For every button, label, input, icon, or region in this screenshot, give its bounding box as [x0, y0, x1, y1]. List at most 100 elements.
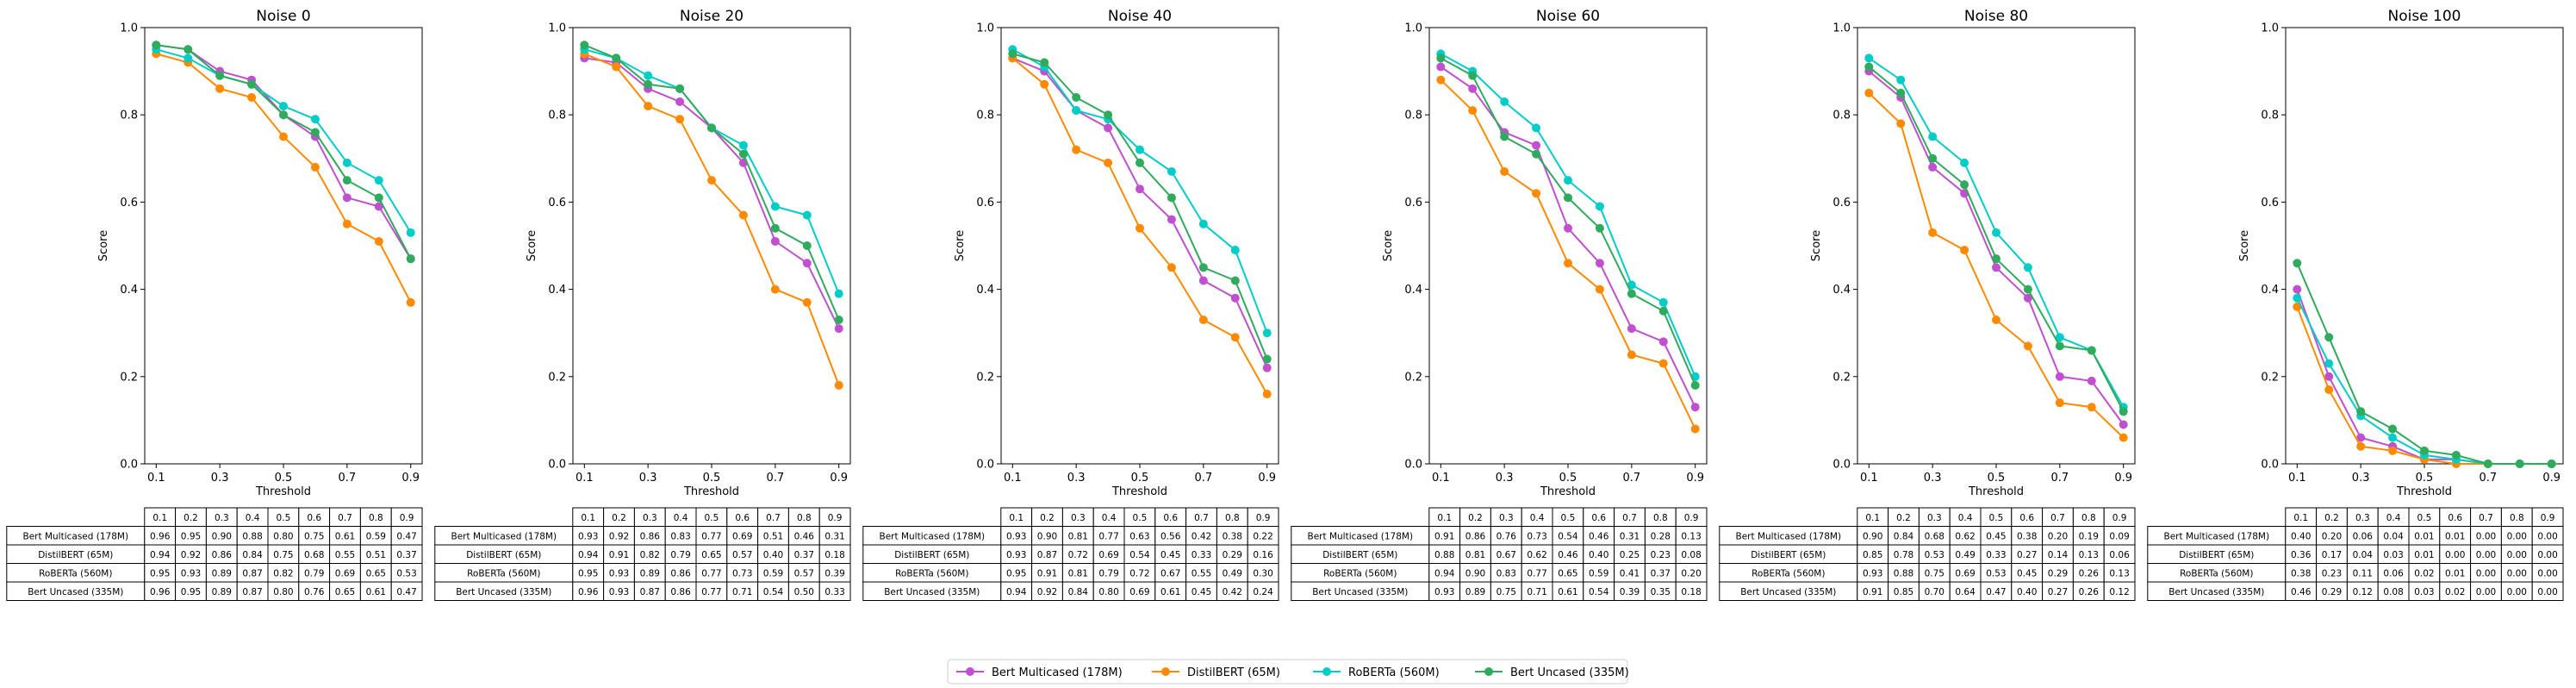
- y-tick-label: 0.2: [1832, 371, 1851, 384]
- table-cell: [1675, 581, 1708, 601]
- data-table: 0.1 0.2 0.3 0.4 0.5 0.6 0.7 0.8 0.9 Bert Multicas…: [6, 507, 423, 601]
- table-cell-value: 0.77: [701, 531, 721, 541]
- table-header-label: 0.8: [1653, 513, 1668, 523]
- data-point-bert-uncased-335m: [1072, 92, 1081, 102]
- x-tick-label: 0.1: [147, 472, 165, 485]
- table-cell-value: 0.38: [2291, 568, 2311, 579]
- table-cell-value: 0.46: [794, 531, 815, 541]
- x-tick-label: 0.7: [1195, 472, 1213, 485]
- table-header-label: 0.7: [1622, 513, 1637, 523]
- table-cell-value: 0.83: [1496, 568, 1516, 579]
- table-cell-value: 0.76: [1496, 531, 1517, 541]
- data-point-bert-multicased-178m: [342, 193, 352, 203]
- x-tick-label: 0.7: [2480, 472, 2498, 485]
- table-cell-value: 0.87: [242, 568, 262, 579]
- data-point-roberta-560m: [2388, 433, 2398, 442]
- data-point-bert-multicased-178m: [2293, 285, 2302, 294]
- y-tick-label: 0.0: [120, 459, 138, 472]
- table-cell-value: 0.93: [609, 568, 629, 579]
- data-point-bert-uncased-335m: [1040, 58, 1049, 67]
- data-table: 0.1 0.2 0.3 0.4 0.5 0.6 0.7 0.8 0.9 Bert Multicas…: [1291, 507, 1708, 601]
- table-cell-value: 0.00: [2507, 550, 2527, 560]
- table-header-label: 0.4: [1530, 513, 1545, 523]
- table-cell-value: 0.85: [1863, 550, 1882, 560]
- data-point-bert-uncased-335m: [2119, 407, 2128, 416]
- table-cell-value: 0.54: [763, 587, 784, 597]
- data-point-bert-multicased-178m: [675, 97, 685, 107]
- table-cell-value: 0.08: [2383, 587, 2403, 597]
- table-cell-value: 0.29: [2322, 587, 2342, 597]
- data-point-distilbert-65m: [834, 380, 843, 390]
- x-tick-label: 0.5: [2416, 472, 2434, 485]
- y-axis-label: Score: [1810, 230, 1823, 261]
- y-tick-label: 0.2: [548, 371, 566, 384]
- data-point-bert-uncased-335m: [406, 254, 415, 264]
- table-cell-value: 0.61: [366, 587, 386, 597]
- table-cell-value: 0.06: [2383, 568, 2404, 579]
- data-point-bert-uncased-335m: [707, 123, 716, 133]
- table-header-label: 0.2: [1040, 513, 1055, 523]
- table-row-label: Bert Uncased (335M): [28, 587, 123, 597]
- table-cell-value: 0.91: [1863, 587, 1882, 597]
- data-point-bert-uncased-335m: [834, 316, 843, 325]
- table-row-label: DistilBERT (65M): [2179, 550, 2254, 560]
- data-point-bert-uncased-335m: [612, 53, 621, 63]
- data-point-bert-uncased-335m: [1008, 49, 1017, 59]
- table-cell-value: 0.38: [2017, 531, 2037, 541]
- chart-title: Noise 100: [2387, 8, 2461, 25]
- x-tick-label: 0.3: [1924, 472, 1942, 485]
- table-row-label: Bert Multicased (178M): [1308, 531, 1414, 541]
- table-header-label: 0.9: [2541, 513, 2555, 523]
- table-cell-value: 0.82: [640, 550, 660, 560]
- table-cell-value: 0.45: [1986, 531, 2006, 541]
- table-cell-value: 0.90: [212, 531, 232, 541]
- table-header-label: 0.6: [307, 513, 321, 523]
- table-cell: [2103, 581, 2136, 601]
- table-cell-value: 0.73: [1527, 531, 1546, 541]
- table-header-label: 0.8: [797, 513, 812, 523]
- table-cell-value: 0.18: [1681, 587, 1701, 597]
- table-header-label: 0.7: [2050, 513, 2065, 523]
- data-point-distilbert-65m: [2293, 302, 2302, 311]
- data-point-bert-uncased-335m: [644, 79, 653, 89]
- table-header-label: 0.2: [184, 513, 198, 523]
- table-cell-value: 0.90: [1863, 531, 1882, 541]
- y-tick-label: 0.0: [548, 459, 566, 472]
- data-point-distilbert-65m: [1960, 246, 1969, 255]
- table-cell-value: 0.72: [1068, 550, 1088, 560]
- table-cell-value: 0.51: [763, 531, 783, 541]
- data-point-roberta-560m: [1198, 219, 1208, 228]
- table-cell-value: 0.22: [1253, 531, 1272, 541]
- table-row-label: RoBERTa (560M): [2180, 568, 2253, 579]
- table-cell-value: 0.40: [2291, 531, 2311, 541]
- table-cell-value: 0.81: [1068, 568, 1088, 579]
- table-cell-value: 0.59: [763, 568, 783, 579]
- data-point-bert-multicased-178m: [1136, 185, 1144, 194]
- data-point-bert-multicased-178m: [2087, 376, 2096, 385]
- table-header-label: 0.2: [1896, 513, 1911, 523]
- y-tick-label: 0.0: [1404, 459, 1422, 472]
- y-tick-label: 0.2: [2261, 371, 2279, 384]
- table-cell-value: 0.79: [670, 550, 690, 560]
- table-cell-value: 0.13: [2079, 550, 2099, 560]
- x-axis-label: Threshold: [255, 485, 311, 498]
- data-point-distilbert-65m: [1198, 316, 1208, 325]
- data-point-bert-uncased-335m: [1564, 193, 1572, 203]
- data-point-distilbert-65m: [1436, 75, 1446, 84]
- x-tick-label: 0.3: [1496, 472, 1514, 485]
- table-cell-value: 0.23: [1651, 550, 1671, 560]
- series-line-bert-uncased-335m: [1012, 53, 1268, 360]
- table-cell-value: 0.17: [2322, 550, 2342, 560]
- data-point-bert-uncased-335m: [1262, 354, 1272, 364]
- table-header-label: 0.3: [1071, 513, 1086, 523]
- data-point-bert-uncased-335m: [184, 45, 193, 54]
- table-cell-value: 0.01: [2445, 568, 2465, 579]
- legend-item-distilbert-65m: DistilBERT (65M): [1152, 666, 1280, 679]
- table-header-label: 0.2: [2324, 513, 2339, 523]
- y-tick-label: 0.8: [2261, 109, 2279, 122]
- data-point-bert-multicased-178m: [834, 324, 843, 334]
- table-cell-value: 0.01: [2414, 531, 2434, 541]
- table-row-label: DistilBERT (65M): [1751, 550, 1826, 560]
- table-cell-value: 0.81: [1068, 531, 1088, 541]
- legend: Bert Multicased (178M) DistilBERT (65M) Ro…: [947, 659, 1629, 685]
